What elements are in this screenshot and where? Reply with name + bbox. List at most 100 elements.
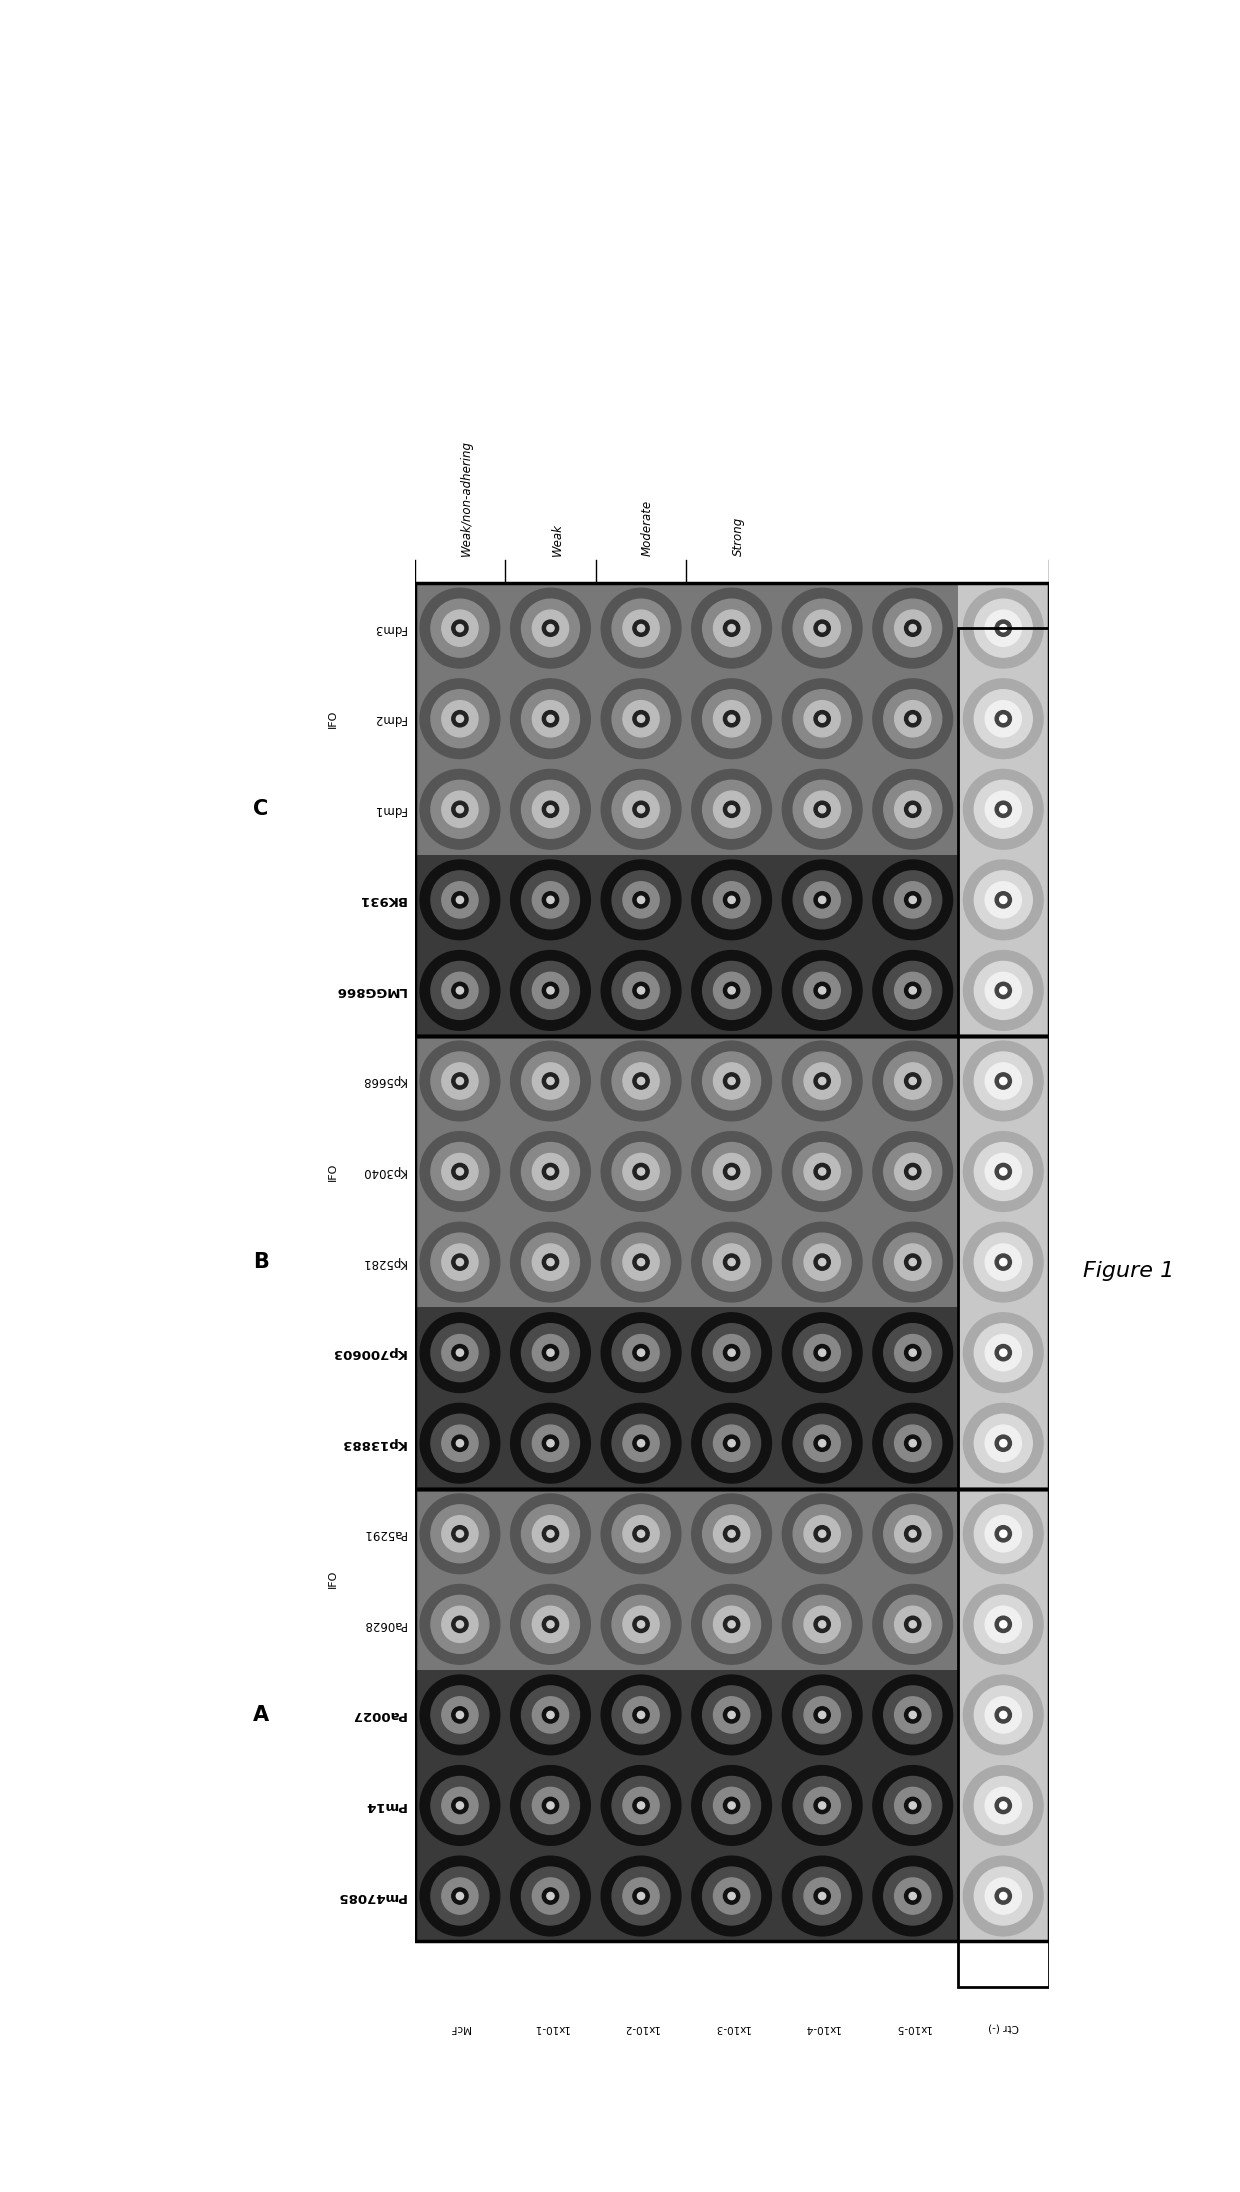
Circle shape bbox=[728, 1168, 735, 1175]
Circle shape bbox=[985, 1697, 1022, 1734]
Circle shape bbox=[909, 625, 916, 631]
Bar bbox=[959, 855, 1049, 945]
Bar bbox=[777, 1127, 868, 1217]
Circle shape bbox=[894, 1607, 931, 1642]
Circle shape bbox=[692, 1857, 771, 1936]
Circle shape bbox=[511, 1223, 590, 1302]
Circle shape bbox=[441, 609, 479, 647]
Circle shape bbox=[782, 1131, 862, 1212]
Bar bbox=[505, 1850, 595, 1942]
Circle shape bbox=[456, 1258, 464, 1265]
Circle shape bbox=[511, 1495, 590, 1574]
Circle shape bbox=[904, 1164, 921, 1179]
Bar bbox=[777, 1850, 868, 1942]
Circle shape bbox=[728, 897, 735, 903]
Circle shape bbox=[420, 1313, 500, 1392]
Circle shape bbox=[441, 1063, 479, 1098]
Bar bbox=[868, 1127, 959, 1217]
Circle shape bbox=[723, 1254, 740, 1269]
Circle shape bbox=[432, 1868, 489, 1925]
Circle shape bbox=[963, 1765, 1043, 1846]
Circle shape bbox=[963, 680, 1043, 758]
Circle shape bbox=[873, 1495, 952, 1574]
Circle shape bbox=[532, 1786, 569, 1824]
Circle shape bbox=[782, 1223, 862, 1302]
Circle shape bbox=[985, 1245, 1022, 1280]
Circle shape bbox=[975, 1504, 1032, 1563]
Circle shape bbox=[547, 1892, 554, 1900]
Circle shape bbox=[909, 1348, 916, 1357]
Circle shape bbox=[975, 1868, 1032, 1925]
Circle shape bbox=[723, 982, 740, 1000]
Circle shape bbox=[632, 1616, 650, 1633]
Circle shape bbox=[601, 1585, 681, 1664]
Circle shape bbox=[522, 780, 579, 837]
Circle shape bbox=[542, 982, 559, 1000]
Circle shape bbox=[975, 1414, 1032, 1473]
Circle shape bbox=[996, 620, 1012, 636]
Bar bbox=[959, 1760, 1049, 1850]
Circle shape bbox=[909, 1620, 916, 1629]
Text: Kp700603: Kp700603 bbox=[330, 1346, 405, 1359]
Circle shape bbox=[532, 609, 569, 647]
Bar bbox=[505, 945, 595, 1035]
Text: Fdm1: Fdm1 bbox=[372, 802, 405, 815]
Circle shape bbox=[637, 1440, 645, 1447]
Circle shape bbox=[804, 609, 841, 647]
Circle shape bbox=[532, 1697, 569, 1734]
Circle shape bbox=[532, 881, 569, 918]
Circle shape bbox=[511, 1403, 590, 1484]
Circle shape bbox=[873, 680, 952, 758]
Circle shape bbox=[985, 609, 1022, 647]
Bar bbox=[414, 765, 505, 855]
Circle shape bbox=[975, 870, 1032, 929]
Circle shape bbox=[884, 1504, 941, 1563]
Circle shape bbox=[728, 625, 735, 631]
Circle shape bbox=[813, 982, 831, 1000]
Circle shape bbox=[904, 1436, 921, 1451]
Circle shape bbox=[909, 715, 916, 723]
Circle shape bbox=[999, 1348, 1007, 1357]
Bar bbox=[777, 1398, 868, 1488]
Circle shape bbox=[692, 951, 771, 1030]
Circle shape bbox=[532, 1153, 569, 1190]
Circle shape bbox=[456, 715, 464, 723]
Circle shape bbox=[813, 1797, 831, 1813]
Circle shape bbox=[904, 1344, 921, 1361]
Text: 1x10-5: 1x10-5 bbox=[894, 2023, 931, 2032]
Circle shape bbox=[713, 1607, 750, 1642]
Circle shape bbox=[622, 1425, 660, 1462]
Circle shape bbox=[601, 859, 681, 940]
Circle shape bbox=[804, 1425, 841, 1462]
Bar bbox=[595, 1398, 686, 1488]
Circle shape bbox=[456, 1168, 464, 1175]
Circle shape bbox=[441, 973, 479, 1008]
Circle shape bbox=[723, 1708, 740, 1723]
Circle shape bbox=[637, 1530, 645, 1537]
Circle shape bbox=[522, 598, 579, 658]
Circle shape bbox=[963, 1313, 1043, 1392]
Circle shape bbox=[613, 1414, 670, 1473]
Circle shape bbox=[904, 1708, 921, 1723]
Circle shape bbox=[999, 1892, 1007, 1900]
Circle shape bbox=[728, 1348, 735, 1357]
Circle shape bbox=[723, 710, 740, 728]
Circle shape bbox=[894, 881, 931, 918]
Bar bbox=[595, 1127, 686, 1217]
Bar bbox=[595, 1306, 686, 1398]
Circle shape bbox=[794, 1234, 851, 1291]
Circle shape bbox=[511, 951, 590, 1030]
Circle shape bbox=[728, 1620, 735, 1629]
Circle shape bbox=[622, 1153, 660, 1190]
Circle shape bbox=[999, 897, 1007, 903]
Circle shape bbox=[884, 1052, 941, 1109]
Circle shape bbox=[441, 1245, 479, 1280]
Text: 1x10-2: 1x10-2 bbox=[622, 2023, 660, 2032]
Text: McF: McF bbox=[450, 2023, 470, 2032]
Text: Pa0628: Pa0628 bbox=[362, 1618, 405, 1631]
Circle shape bbox=[613, 1776, 670, 1835]
Circle shape bbox=[894, 1425, 931, 1462]
Circle shape bbox=[909, 1892, 916, 1900]
Circle shape bbox=[547, 1712, 554, 1719]
Bar bbox=[414, 1035, 505, 1127]
